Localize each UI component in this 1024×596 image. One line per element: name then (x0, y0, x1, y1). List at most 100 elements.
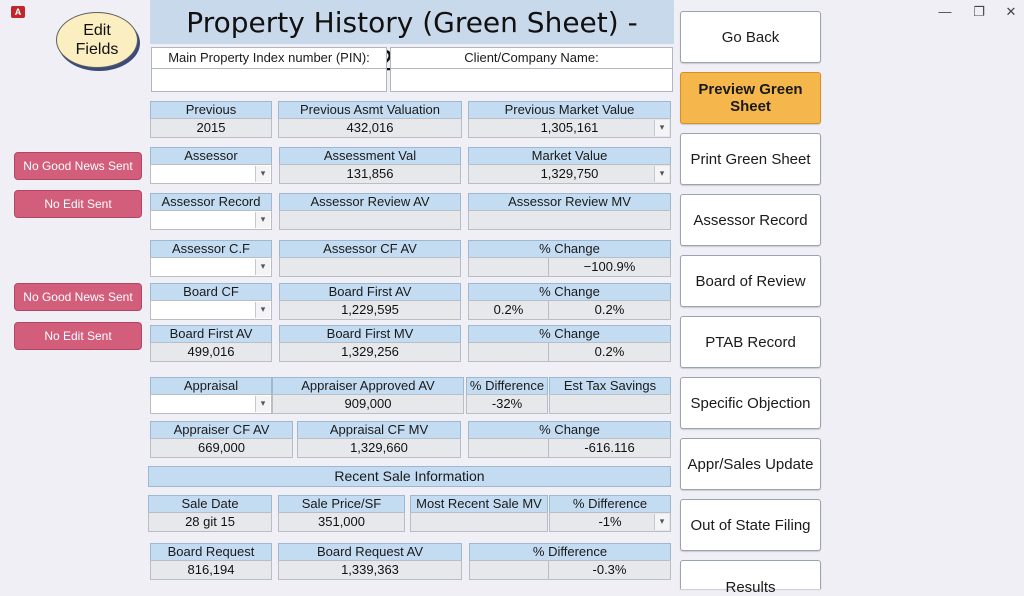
board-cf-select[interactable]: ▾ (150, 300, 272, 320)
board-cf-label: Board CF (150, 283, 272, 301)
appraiser-cf-av-label: Appraiser CF AV (150, 421, 293, 439)
assessor-review-av-value[interactable] (279, 210, 461, 230)
pct-difference-1-value[interactable]: -32% (466, 394, 548, 414)
appraiser-approved-av-label: Appraiser Approved AV (272, 377, 464, 395)
chevron-down-icon[interactable]: ▾ (654, 514, 669, 530)
assessor-review-av-label: Assessor Review AV (279, 193, 461, 211)
pct-difference-2-select[interactable]: -1% ▾ (549, 512, 671, 532)
sale-date-value[interactable]: 28 git 15 (148, 512, 272, 532)
pct-difference-3-label: % Difference (469, 543, 671, 561)
chevron-down-icon[interactable]: ▾ (255, 302, 270, 318)
edit-fields-button[interactable]: Edit Fields (56, 12, 138, 68)
assessor-review-mv-value[interactable] (468, 210, 671, 230)
pct-difference-2-value: -1% (598, 514, 622, 529)
board-first-av-top-label: Board First AV (279, 283, 461, 301)
appraiser-cf-av-value[interactable]: 669,000 (150, 438, 293, 458)
board-first-mv-label: Board First MV (279, 325, 461, 343)
previous-market-value-label: Previous Market Value (468, 101, 671, 119)
assessor-review-mv-label: Assessor Review MV (468, 193, 671, 211)
specific-objection-button[interactable]: Specific Objection (680, 377, 821, 429)
pin-input[interactable] (151, 68, 387, 92)
assessor-label: Assessor (150, 147, 272, 165)
assessor-cf-av-label: Assessor CF AV (279, 240, 461, 258)
pct-difference-1-label: % Difference (466, 377, 548, 395)
edit-status-button[interactable]: No Edit Sent (14, 190, 142, 218)
recent-sale-section-header: Recent Sale Information (148, 466, 671, 487)
edit-status-button-2[interactable]: No Edit Sent (14, 322, 142, 350)
preview-green-sheet-button[interactable]: Preview Green Sheet (680, 72, 821, 124)
chevron-down-icon[interactable]: ▾ (654, 166, 669, 182)
board-request-av-label: Board Request AV (278, 543, 462, 561)
chevron-down-icon[interactable]: ▾ (654, 120, 669, 136)
chevron-down-icon[interactable]: ▾ (255, 396, 270, 412)
previous-market-value-select[interactable]: 1,305,161 ▾ (468, 118, 671, 138)
appraisal-cf-mv-value[interactable]: 1,329,660 (297, 438, 461, 458)
restore-icon[interactable]: ❐ (973, 4, 985, 19)
assessor-cf-select[interactable]: ▾ (150, 257, 272, 277)
board-of-review-button[interactable]: Board of Review (680, 255, 821, 307)
pct-change-1-left-value[interactable] (468, 257, 549, 277)
sale-date-label: Sale Date (148, 495, 272, 513)
pct-change-3-label: % Change (468, 325, 671, 343)
title-band (150, 0, 674, 44)
board-request-label: Board Request (150, 543, 272, 561)
assessor-record-label: Assessor Record (150, 193, 272, 211)
client-input[interactable] (390, 68, 673, 92)
board-request-av-value[interactable]: 1,339,363 (278, 560, 462, 580)
market-value-text: 1,329,750 (540, 166, 599, 181)
appraisal-label: Appraisal (150, 377, 272, 395)
appraisal-select[interactable]: ▾ (150, 394, 272, 414)
good-news-status-button-2[interactable]: No Good News Sent (14, 283, 142, 311)
appraiser-approved-av-value[interactable]: 909,000 (272, 394, 464, 414)
results-button[interactable]: Results (680, 560, 821, 596)
good-news-status-button[interactable]: No Good News Sent (14, 152, 142, 180)
previous-value[interactable]: 2015 (150, 118, 272, 138)
board-request-value[interactable]: 816,194 (150, 560, 272, 580)
pct-change-4-label: % Change (468, 421, 671, 439)
minimize-icon[interactable]: — (938, 4, 952, 19)
est-tax-savings-label: Est Tax Savings (549, 377, 671, 395)
assessor-cf-av-value[interactable] (279, 257, 461, 277)
chevron-down-icon[interactable]: ▾ (255, 259, 270, 275)
pct-difference-3-value[interactable]: -0.3% (548, 560, 671, 580)
assessor-select[interactable]: ▾ (150, 164, 272, 184)
sale-price-sf-value[interactable]: 351,000 (278, 512, 405, 532)
previous-label: Previous (150, 101, 272, 119)
assessor-record-button[interactable]: Assessor Record (680, 194, 821, 246)
pct-change-4-left-value[interactable] (468, 438, 549, 458)
previous-asmt-valuation-label: Previous Asmt Valuation (278, 101, 462, 119)
ptab-record-button[interactable]: PTAB Record (680, 316, 821, 368)
print-green-sheet-button[interactable]: Print Green Sheet (680, 133, 821, 185)
chevron-down-icon[interactable]: ▾ (255, 166, 270, 182)
previous-market-value-text: 1,305,161 (540, 120, 599, 135)
assessor-record-select[interactable]: ▾ (150, 210, 272, 230)
board-first-av-value[interactable]: 499,016 (150, 342, 272, 362)
pct-change-1-value[interactable]: −100.9% (548, 257, 671, 277)
pct-difference-2-label: % Difference (549, 495, 671, 513)
appraisal-cf-mv-label: Appraisal CF MV (297, 421, 461, 439)
pct-change-4-value[interactable]: -616.116 (548, 438, 671, 458)
market-value-select[interactable]: 1,329,750 ▾ (468, 164, 671, 184)
market-value-label: Market Value (468, 147, 671, 165)
pct-change-2-value[interactable]: 0.2% (548, 300, 671, 320)
pct-change-2-left-value[interactable]: 0.2% (468, 300, 549, 320)
pct-change-3-left-value[interactable] (468, 342, 549, 362)
most-recent-sale-mv-value[interactable] (410, 512, 548, 532)
assessment-val-value[interactable]: 131,856 (279, 164, 461, 184)
appr-sales-update-button[interactable]: Appr/Sales Update (680, 438, 821, 490)
pin-label: Main Property Index number (PIN): (151, 47, 387, 69)
pct-difference-3-left-value[interactable] (469, 560, 549, 580)
out-of-state-filing-button[interactable]: Out of State Filing (680, 499, 821, 551)
chevron-down-icon[interactable]: ▾ (255, 212, 270, 228)
most-recent-sale-mv-label: Most Recent Sale MV (410, 495, 548, 513)
board-first-av-label: Board First AV (150, 325, 272, 343)
board-first-av-top-value[interactable]: 1,229,595 (279, 300, 461, 320)
app-icon: A (11, 6, 25, 18)
pct-change-3-value[interactable]: 0.2% (548, 342, 671, 362)
est-tax-savings-value[interactable] (549, 394, 671, 414)
previous-asmt-valuation-value[interactable]: 432,016 (278, 118, 462, 138)
pct-change-1-label: % Change (468, 240, 671, 258)
close-icon[interactable]: ✕ (1005, 4, 1017, 19)
go-back-button[interactable]: Go Back (680, 11, 821, 63)
board-first-mv-value[interactable]: 1,329,256 (279, 342, 461, 362)
